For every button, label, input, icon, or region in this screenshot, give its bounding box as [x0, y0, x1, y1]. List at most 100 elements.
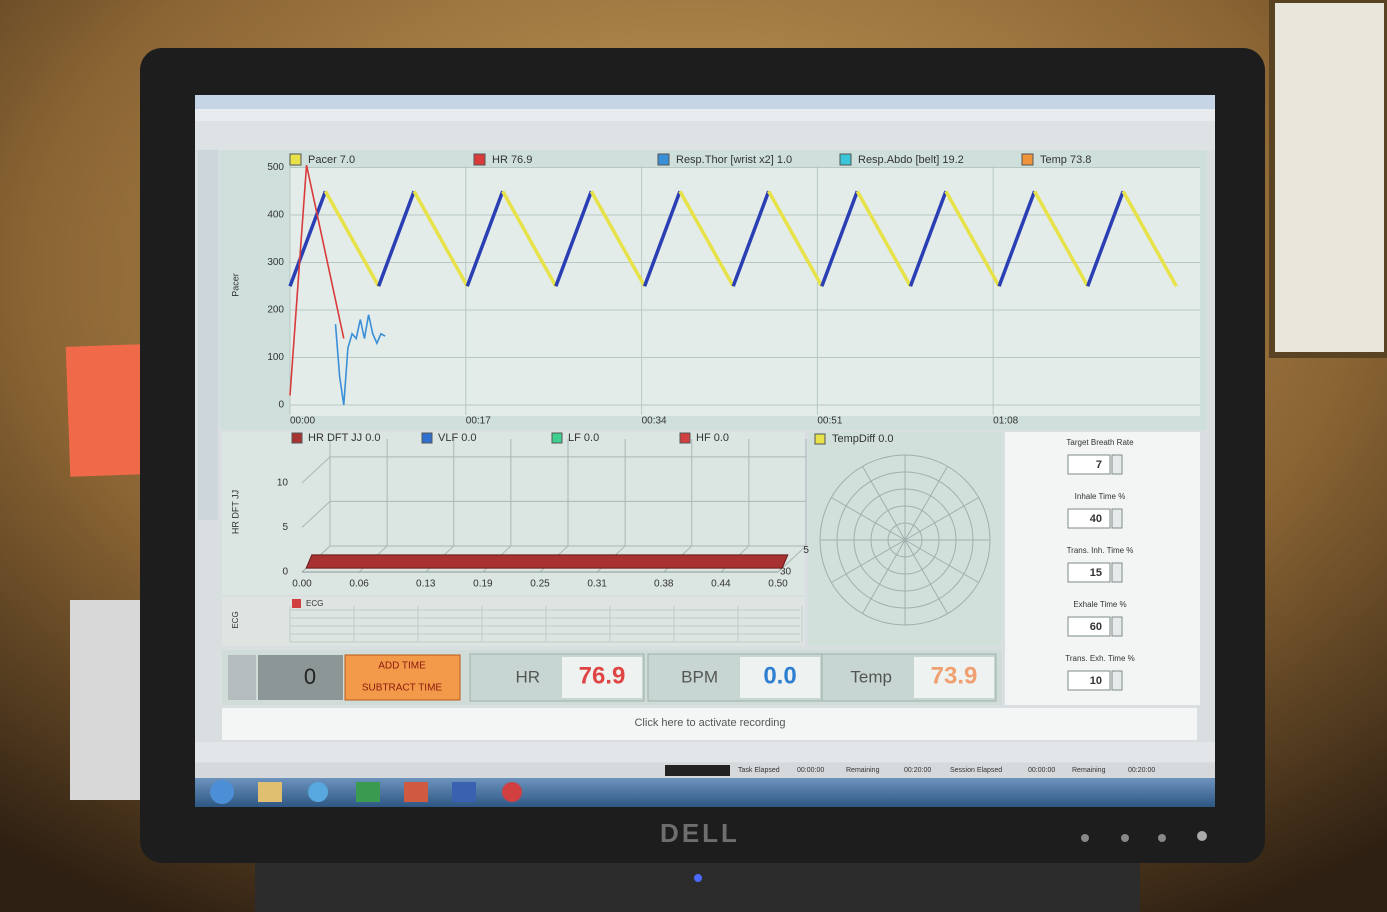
x-tick-label: 00:00 — [290, 416, 315, 427]
monitor-brand: DELL — [660, 818, 740, 848]
control-value: 15 — [1090, 567, 1102, 579]
status-text: 00:20:00 — [1128, 767, 1155, 774]
bottom-toolbar — [195, 742, 1215, 762]
x-tick-label: 0.00 — [292, 579, 312, 590]
taskbar-icon[interactable] — [308, 782, 328, 802]
counter-value: 0 — [304, 664, 316, 689]
taskbar-icon[interactable] — [258, 782, 282, 802]
x-tick-label: 0.13 — [416, 579, 436, 590]
control-label: Exhale Time % — [1073, 600, 1126, 609]
x-tick-label: 0.31 — [587, 579, 607, 590]
legend-label: HF 0.0 — [696, 432, 729, 444]
legend-swatch — [658, 154, 669, 165]
y-axis-label: Pacer — [230, 273, 240, 297]
taskbar — [195, 778, 1215, 807]
wall-poster — [1272, 0, 1387, 355]
legend-swatch — [680, 433, 690, 443]
taskbar-icon[interactable] — [502, 782, 522, 802]
x-tick-label: 0.06 — [349, 579, 369, 590]
legend-swatch — [474, 154, 485, 165]
monitor-button[interactable] — [1121, 834, 1129, 842]
control-spinner[interactable] — [1112, 617, 1122, 636]
title-bar — [195, 95, 1215, 109]
control-value: 40 — [1090, 513, 1102, 525]
readout-label: BPM — [681, 667, 718, 686]
legend-label: HR DFT JJ 0.0 — [308, 432, 381, 444]
toolbar — [195, 121, 1215, 150]
counter-box — [258, 655, 343, 700]
y-tick-label: 500 — [267, 162, 284, 173]
photo: DELL 010020030040050000:0000:1700:3400:5… — [0, 0, 1387, 912]
readout-value: 0.0 — [763, 662, 796, 689]
legend-swatch — [292, 433, 302, 443]
control-spinner[interactable] — [1112, 563, 1122, 582]
legend-swatch — [815, 434, 825, 444]
x-tick-label: 0.38 — [654, 579, 674, 590]
legend-label: LF 0.0 — [568, 432, 599, 444]
taskbar-icon[interactable] — [404, 782, 428, 802]
legend-swatch — [292, 599, 301, 608]
power-led — [694, 874, 702, 882]
control-spinner[interactable] — [1112, 671, 1122, 690]
x-tick-label: 00:17 — [466, 416, 491, 427]
y-axis-label: HR DFT JJ — [230, 490, 240, 534]
progress-bar — [665, 765, 730, 776]
control-label: Inhale Time % — [1075, 492, 1126, 501]
control-value: 10 — [1090, 675, 1102, 687]
y-tick-label: 300 — [267, 257, 284, 268]
top-plot-area — [290, 168, 1200, 416]
y-tick-label: 0 — [282, 567, 288, 578]
legend-label: VLF 0.0 — [438, 432, 477, 444]
x-tick-label: 0.44 — [711, 579, 731, 590]
x-tick-label: 0.19 — [473, 579, 493, 590]
y-tick-label: 100 — [267, 352, 284, 363]
subtract-time-label: SUBTRACT TIME — [362, 683, 443, 694]
status-text: Task Elapsed — [738, 767, 780, 774]
control-label: Target Breath Rate — [1066, 438, 1134, 447]
readout-value: 76.9 — [579, 662, 626, 689]
menu-bar — [195, 109, 1215, 121]
y-tick-label: 200 — [267, 305, 284, 316]
status-text: Remaining — [1072, 767, 1106, 774]
control-input[interactable] — [1068, 455, 1110, 474]
y-tick-label: 5 — [282, 522, 288, 533]
legend-label: TempDiff 0.0 — [832, 433, 894, 445]
legend-swatch — [1022, 154, 1033, 165]
legend-swatch — [552, 433, 562, 443]
monitor-button[interactable] — [1081, 834, 1089, 842]
status-text: Remaining — [846, 767, 880, 774]
x-tick-label: 0.50 — [768, 579, 788, 590]
counter-spinner[interactable] — [228, 655, 256, 700]
ecg-axis-label: ECG — [231, 611, 240, 628]
taskbar-icon[interactable] — [452, 782, 476, 802]
control-spinner[interactable] — [1112, 455, 1122, 474]
readout-label: Temp — [850, 667, 892, 686]
legend-label: Temp 73.8 — [1040, 154, 1091, 166]
page: DELL 010020030040050000:0000:1700:3400:5… — [0, 0, 1387, 912]
control-value: 60 — [1090, 621, 1102, 633]
legend-label: HR 76.9 — [492, 154, 532, 166]
start-button[interactable] — [210, 780, 234, 804]
taskbar-icon[interactable] — [356, 782, 380, 802]
spectrum-band — [306, 555, 788, 568]
status-text: 00:00:00 — [1028, 767, 1055, 774]
control-label: Trans. Exh. Time % — [1065, 654, 1135, 663]
status-text: 00:00:00 — [797, 767, 824, 774]
legend-label: Pacer 7.0 — [308, 154, 355, 166]
recording-prompt[interactable]: Click here to activate recording — [634, 717, 785, 729]
legend-label: Resp.Abdo [belt] 19.2 — [858, 154, 964, 166]
control-label: Trans. Inh. Time % — [1067, 546, 1134, 555]
power-button[interactable] — [1197, 831, 1207, 841]
add-time-label: ADD TIME — [378, 661, 426, 672]
monitor-button[interactable] — [1158, 834, 1166, 842]
control-spinner[interactable] — [1112, 509, 1122, 528]
status-text: Session Elapsed — [950, 767, 1002, 774]
legend-swatch — [290, 154, 301, 165]
side-toolbar — [198, 150, 218, 520]
y-tick-label: 0 — [278, 400, 284, 411]
legend-swatch — [840, 154, 851, 165]
legend-swatch — [422, 433, 432, 443]
legend-label: ECG — [306, 599, 323, 608]
readout-label: HR — [515, 667, 540, 686]
x-tick-label: 00:51 — [817, 416, 842, 427]
